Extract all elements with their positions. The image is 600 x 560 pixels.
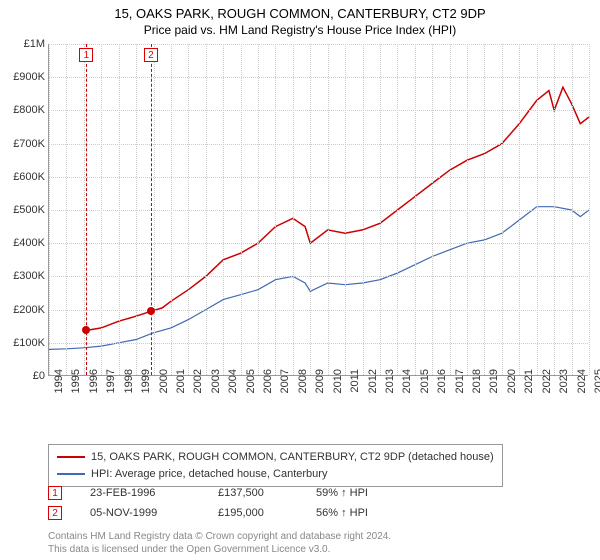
x-axis-label: 2013 — [384, 369, 396, 393]
x-axis-label: 2017 — [454, 369, 466, 393]
x-axis-label: 2025 — [593, 369, 600, 393]
event-pct: 56% ↑ HPI — [316, 507, 406, 519]
event-marker-box: 1 — [79, 48, 93, 62]
x-axis-label: 2000 — [158, 369, 170, 393]
y-axis-label: £1M — [7, 38, 45, 50]
x-axis-label: 2023 — [558, 369, 570, 393]
x-axis-label: 2002 — [192, 369, 204, 393]
event-number: 1 — [48, 486, 62, 500]
y-axis-label: £900K — [7, 71, 45, 83]
y-axis-label: £500K — [7, 204, 45, 216]
y-axis-label: £200K — [7, 304, 45, 316]
y-axis-label: £700K — [7, 138, 45, 150]
y-axis-label: £600K — [7, 171, 45, 183]
x-axis-label: 2021 — [523, 369, 535, 393]
event-price: £195,000 — [218, 507, 288, 519]
series-line — [49, 207, 589, 350]
legend-swatch — [57, 473, 85, 475]
y-axis-label: £800K — [7, 104, 45, 116]
x-axis-label: 2019 — [488, 369, 500, 393]
event-date: 05-NOV-1999 — [90, 507, 190, 519]
x-axis-label: 2014 — [401, 369, 413, 393]
y-axis-label: £0 — [7, 370, 45, 382]
events-table: 1 23-FEB-1996 £137,500 59% ↑ HPI 2 05-NOV-199… — [48, 486, 406, 526]
event-date: 23-FEB-1996 — [90, 487, 190, 499]
legend-item: 15, OAKS PARK, ROUGH COMMON, CANTERBURY,… — [57, 449, 494, 466]
x-axis-label: 2005 — [245, 369, 257, 393]
x-axis-label: 2015 — [419, 369, 431, 393]
footer-line1: Contains HM Land Registry data © Crown c… — [48, 530, 391, 543]
event-marker-box: 2 — [144, 48, 158, 62]
event-pct: 59% ↑ HPI — [316, 487, 406, 499]
legend: 15, OAKS PARK, ROUGH COMMON, CANTERBURY,… — [48, 444, 503, 487]
event-marker-dot — [82, 326, 90, 334]
x-axis-label: 1995 — [70, 369, 82, 393]
event-row: 2 05-NOV-1999 £195,000 56% ↑ HPI — [48, 506, 406, 520]
x-axis-label: 2010 — [332, 369, 344, 393]
x-axis-label: 2004 — [227, 369, 239, 393]
legend-item: HPI: Average price, detached house, Cant… — [57, 466, 494, 483]
x-axis-label: 2011 — [349, 369, 361, 393]
x-axis-label: 2016 — [436, 369, 448, 393]
event-marker-dot — [147, 307, 155, 315]
x-axis-label: 1998 — [123, 369, 135, 393]
x-axis-label: 2024 — [576, 369, 588, 393]
event-price: £137,500 — [218, 487, 288, 499]
event-number: 2 — [48, 506, 62, 520]
legend-label: 15, OAKS PARK, ROUGH COMMON, CANTERBURY,… — [91, 449, 494, 466]
legend-label: HPI: Average price, detached house, Cant… — [91, 466, 327, 483]
x-axis-label: 2006 — [262, 369, 274, 393]
chart-area: £0£100K£200K£300K£400K£500K£600K£700K£80… — [48, 44, 588, 404]
plot-region: £0£100K£200K£300K£400K£500K£600K£700K£80… — [48, 44, 588, 376]
series-line — [87, 87, 590, 330]
chart-subtitle: Price paid vs. HM Land Registry's House … — [0, 23, 600, 41]
y-axis-label: £400K — [7, 237, 45, 249]
y-axis-label: £300K — [7, 270, 45, 282]
footer-text: Contains HM Land Registry data © Crown c… — [48, 530, 391, 556]
x-axis-label: 1997 — [105, 369, 117, 393]
footer-line2: This data is licensed under the Open Gov… — [48, 543, 391, 556]
y-axis-label: £100K — [7, 337, 45, 349]
x-axis-label: 2022 — [541, 369, 553, 393]
x-axis-label: 2020 — [506, 369, 518, 393]
x-axis-label: 2003 — [210, 369, 222, 393]
event-row: 1 23-FEB-1996 £137,500 59% ↑ HPI — [48, 486, 406, 500]
chart-container: 15, OAKS PARK, ROUGH COMMON, CANTERBURY,… — [0, 0, 600, 560]
chart-title: 15, OAKS PARK, ROUGH COMMON, CANTERBURY,… — [0, 0, 600, 23]
x-axis-label: 2007 — [279, 369, 291, 393]
x-axis-label: 2001 — [175, 369, 187, 393]
x-axis-label: 2018 — [471, 369, 483, 393]
x-axis-label: 1996 — [88, 369, 100, 393]
x-axis-label: 2009 — [314, 369, 326, 393]
x-axis-label: 2012 — [367, 369, 379, 393]
x-axis-label: 1994 — [53, 369, 65, 393]
x-axis-label: 2008 — [297, 369, 309, 393]
legend-swatch — [57, 456, 85, 458]
